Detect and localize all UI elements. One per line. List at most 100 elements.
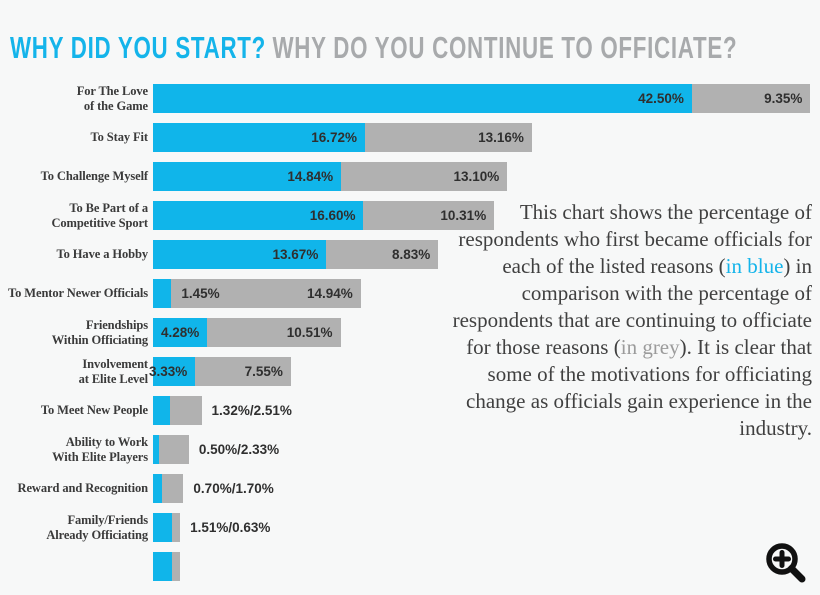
continue-value-label: 13.10% xyxy=(453,169,500,184)
row-label-line: Family/Friends xyxy=(67,512,148,527)
bar-continue-segment: 13.10% xyxy=(341,162,508,191)
row-bars xyxy=(153,552,180,581)
row-label-line: Reward and Recognition xyxy=(17,481,149,496)
started-value-label: 42.50% xyxy=(638,91,684,106)
chart-row: Reward and Recognition 0.70%/1.70% xyxy=(0,474,820,503)
row-label: To Challenge Myself xyxy=(0,162,148,191)
row-label-line: Ability to Work xyxy=(65,434,148,449)
continue-value-label: 7.55% xyxy=(244,364,283,379)
row-label-line: of the Game xyxy=(83,98,148,113)
description-text: ). It is clear that some of the motivati… xyxy=(466,335,812,440)
row-label: To Be Part of a Competitive Sport xyxy=(0,201,148,230)
bar-started-segment: 3.33% xyxy=(149,357,196,386)
bar-continue-segment xyxy=(159,435,189,464)
bar-started-segment xyxy=(153,435,160,464)
row-label xyxy=(0,552,148,581)
row-label: To Meet New People xyxy=(0,396,148,425)
continue-value-label: 10.51% xyxy=(286,325,333,340)
row-bars: 16.60% 10.31% xyxy=(153,201,495,230)
continue-value-label: 14.94% xyxy=(307,286,353,301)
row-label-line: With Elite Players xyxy=(52,449,148,464)
chart-row: To Mentor Newer Officials 1.45% 14.94% xyxy=(0,279,820,308)
row-label-line: Competitive Sport xyxy=(51,215,148,230)
bar-continue-segment: 9.35% xyxy=(691,84,811,113)
started-value-label: 3.33% xyxy=(148,364,188,379)
row-label: For The Love of the Game xyxy=(0,84,148,113)
chart-row: To Have a Hobby 13.67% 8.83% xyxy=(0,240,820,269)
chart-row: To Be Part of a Competitive Sport 16.60% 10… xyxy=(0,201,820,230)
chart-description: This chart shows the percentage of respo… xyxy=(434,199,812,442)
row-bars: 42.50% 9.35% xyxy=(153,84,811,113)
chart-row: To Meet New People 1.32%/2.51% xyxy=(0,396,820,425)
started-value-label: 16.60% xyxy=(309,208,356,223)
started-value-label: 16.72% xyxy=(311,130,357,145)
zoom-in-button[interactable] xyxy=(762,539,810,587)
row-bars: 0.70%/1.70% xyxy=(153,474,274,503)
row-label-line: To Have a Hobby xyxy=(56,247,149,262)
bar-started-segment xyxy=(153,552,173,581)
bar-started-segment: 4.28% xyxy=(153,318,208,347)
bar-continue-segment xyxy=(169,396,202,425)
started-value-label: 14.84% xyxy=(287,169,334,184)
bar-started-segment xyxy=(153,513,173,542)
continue-value-label: 10.31% xyxy=(440,208,487,223)
chart-row: Family/Friends Already Officiating 1.51%/0… xyxy=(0,513,820,542)
title-why-did-you-start: WHY DID YOU START? xyxy=(10,30,267,65)
bar-continue-segment xyxy=(161,474,184,503)
row-label-line: at Elite Level xyxy=(78,371,149,386)
row-label: Ability to Work With Elite Players xyxy=(0,435,148,464)
started-value-label: 13.67% xyxy=(272,247,319,262)
combined-value-label: 0.70%/1.70% xyxy=(193,481,274,496)
bar-started-segment: 13.67% xyxy=(153,240,327,269)
chart-row xyxy=(0,552,820,581)
row-label-line: To Challenge Myself xyxy=(40,169,148,184)
bar-chart: For The Love of the Game 42.50% 9.35% To Sta… xyxy=(0,84,820,591)
bar-started-segment: 16.60% xyxy=(153,201,364,230)
bar-started-segment: 42.50% xyxy=(153,84,692,113)
row-bars: 14.84% 13.10% xyxy=(153,162,508,191)
row-label-line: To Mentor Newer Officials xyxy=(8,286,148,301)
bar-started-segment: 16.72% xyxy=(153,123,365,152)
row-bars: 1.32%/2.51% xyxy=(153,396,292,425)
continue-value-label: 13.16% xyxy=(478,130,524,145)
bar-started-segment xyxy=(153,474,162,503)
row-label: To Have a Hobby xyxy=(0,240,149,269)
title-why-do-you-continue: WHY DO YOU CONTINUE TO OFFICIATE? xyxy=(272,30,738,65)
combined-value-label: 0.50%/2.33% xyxy=(198,442,280,457)
bar-started-segment xyxy=(153,279,172,308)
bar-started-segment xyxy=(153,396,170,425)
row-label-line: Involvement xyxy=(82,356,148,371)
row-label: Reward and Recognition xyxy=(0,474,149,503)
row-bars: 1.45% 14.94% xyxy=(153,279,361,308)
row-bars: 0.50%/2.33% xyxy=(153,435,279,464)
row-bars: 13.67% 8.83% xyxy=(153,240,439,269)
row-bars: 1.51%/0.63% xyxy=(153,513,270,542)
chart-row: To Stay Fit 16.72% 13.16% xyxy=(0,123,820,152)
combined-value-label: 1.32%/2.51% xyxy=(211,403,292,418)
row-label-line: Within Officiating xyxy=(51,332,148,347)
bar-continue-segment xyxy=(172,513,181,542)
zoom-in-magnifier-icon xyxy=(766,543,806,583)
description-blue-segment: in blue xyxy=(725,254,784,278)
chart-row: To Challenge Myself 14.84% 13.10% xyxy=(0,162,820,191)
bar-continue-segment: 10.51% xyxy=(207,318,341,347)
row-bars: 16.72% 13.16% xyxy=(153,123,532,152)
row-label: To Mentor Newer Officials xyxy=(0,279,148,308)
started-value-label: 4.28% xyxy=(160,325,200,340)
row-label: Family/Friends Already Officiating xyxy=(0,513,148,542)
chart-row: Involvement at Elite Level 3.33% 7.55% xyxy=(0,357,820,386)
row-label: Friendships Within Officiating xyxy=(0,318,148,347)
chart-row: Ability to Work With Elite Players 0.50%/2… xyxy=(0,435,820,464)
description-text: ) in comparison with the percentage of r… xyxy=(452,254,812,359)
description-text: This chart shows the percentage of respo… xyxy=(458,200,812,278)
bar-started-segment: 14.84% xyxy=(153,162,342,191)
bar-continue-segment: 13.16% xyxy=(365,123,532,152)
started-value-label: 1.45% xyxy=(181,286,220,301)
bar-continue-segment xyxy=(172,552,180,581)
row-label-line: To Stay Fit xyxy=(90,130,149,145)
row-label-line: Already Officiating xyxy=(46,527,148,542)
chart-title: WHY DID YOU START? WHY DO YOU CONTINUE TO… xyxy=(10,30,737,66)
row-label-line: To Be Part of a xyxy=(69,200,148,215)
bar-continue-segment: 1.45% 14.94% xyxy=(171,279,361,308)
